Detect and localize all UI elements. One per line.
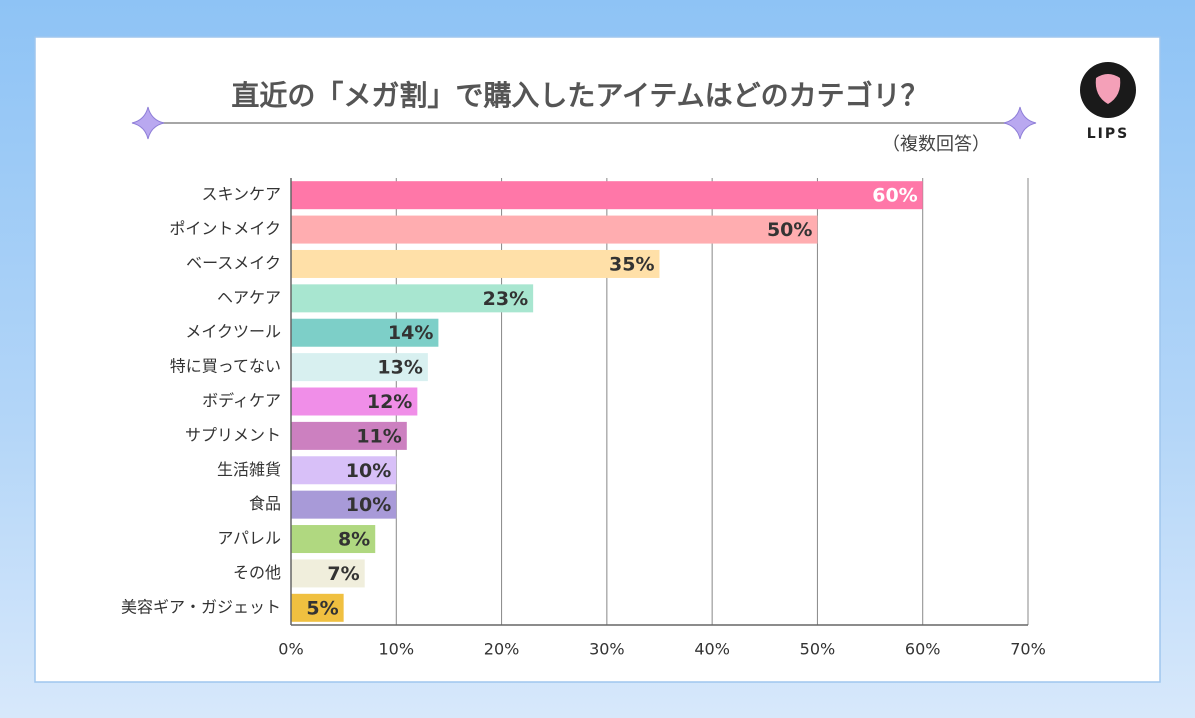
x-tick-label: 10%: [379, 640, 415, 659]
x-tick-label: 30%: [589, 640, 625, 659]
bar: [291, 353, 428, 382]
value-label: 35%: [609, 253, 654, 275]
category-label: その他: [233, 563, 281, 582]
bar: [291, 421, 407, 450]
category-label: 生活雑貨: [217, 460, 281, 479]
category-label: 食品: [249, 494, 281, 513]
value-label: 8%: [338, 529, 370, 551]
bar: [291, 284, 534, 313]
logo-mark: [1095, 74, 1121, 104]
value-label: 23%: [483, 288, 528, 310]
bar: [291, 318, 439, 347]
value-label: 50%: [767, 219, 812, 241]
category-label: アパレル: [217, 529, 281, 548]
category-label: スキンケア: [201, 185, 281, 204]
sparkle: [131, 106, 165, 140]
value-label: 7%: [327, 563, 359, 585]
bar: [291, 593, 344, 622]
x-tick-label: 60%: [905, 640, 941, 659]
x-tick-label: 20%: [484, 640, 520, 659]
category-label: メイクツール: [185, 322, 281, 341]
value-label: 11%: [356, 425, 401, 447]
chart-title: 直近の「メガ割」で購入したアイテムはどのカテゴリ？: [231, 79, 928, 112]
category-label: 特に買ってない: [170, 357, 281, 376]
bar: [291, 525, 376, 554]
bar: [291, 215, 818, 244]
sparkle: [1003, 106, 1037, 140]
subtitle: （複数回答）: [882, 134, 990, 155]
bar: [291, 456, 397, 485]
value-label: 10%: [346, 460, 391, 482]
category-label: ボディケア: [202, 391, 281, 410]
category-label: ヘアケア: [217, 288, 281, 307]
value-label: 13%: [377, 357, 422, 379]
x-tick-label: 0%: [278, 640, 303, 659]
x-tick-label: 40%: [694, 640, 730, 659]
bar: [291, 559, 365, 588]
bar: [291, 181, 923, 210]
value-label: 5%: [306, 597, 338, 619]
category-label: 美容ギア・ガジェット: [121, 597, 281, 616]
category-label: ベースメイク: [186, 253, 281, 272]
x-tick-label: 50%: [800, 640, 836, 659]
category-label: ポイントメイク: [169, 219, 281, 238]
bar: [291, 490, 397, 519]
value-label: 60%: [872, 185, 917, 207]
brand: LIPS: [1087, 126, 1129, 142]
card: [34, 36, 1161, 683]
x-tick-label: 70%: [1010, 640, 1046, 659]
value-label: 12%: [367, 391, 412, 413]
value-label: 10%: [346, 494, 391, 516]
bar: [291, 249, 660, 278]
category-label: サプリメント: [185, 425, 281, 444]
value-label: 14%: [388, 322, 433, 344]
bar: [291, 387, 418, 416]
